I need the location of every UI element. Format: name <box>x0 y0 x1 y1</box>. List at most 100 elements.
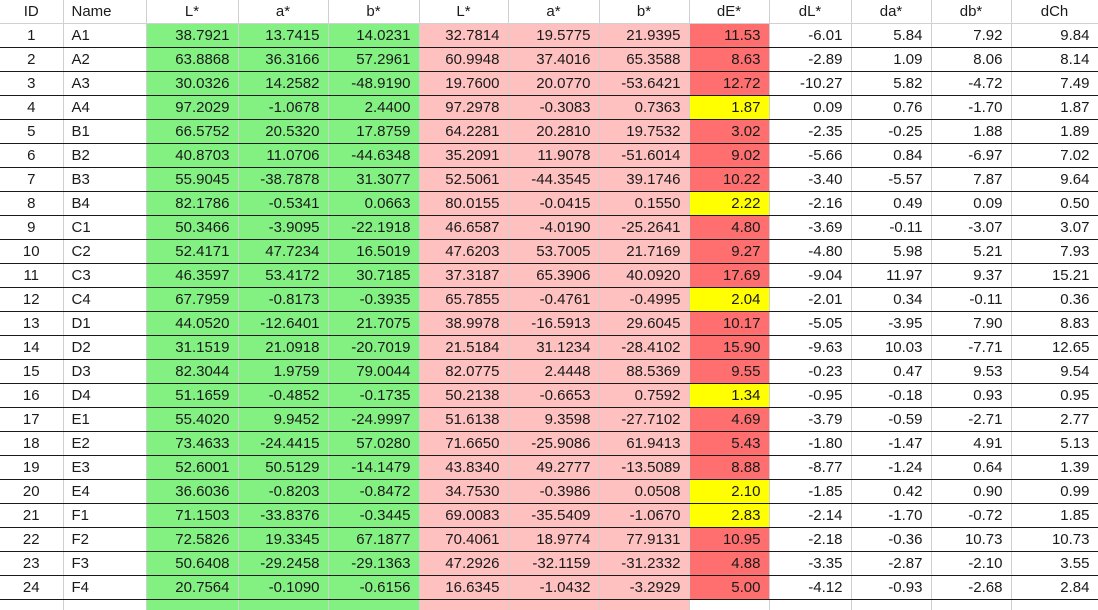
header-db[interactable]: db* <box>931 0 1011 24</box>
cell-dl[interactable]: -3.40 <box>769 168 851 192</box>
cell-dl[interactable]: -1.80 <box>769 432 851 456</box>
cell-dl[interactable]: -6.01 <box>769 24 851 48</box>
cell-sample-a[interactable]: -16.5913 <box>508 312 599 336</box>
cell-de[interactable]: 9.55 <box>689 360 769 384</box>
cell-da[interactable]: 1.09 <box>851 48 931 72</box>
cell-name[interactable]: A1 <box>63 24 146 48</box>
cell-da[interactable]: 0.34 <box>851 288 931 312</box>
cell-id[interactable]: 17 <box>0 408 63 432</box>
cell-sample-l[interactable]: 32.7814 <box>419 24 508 48</box>
cell-ref-b[interactable]: 57.0280 <box>328 432 419 456</box>
cell-ref-l[interactable]: 40.8703 <box>146 144 238 168</box>
cell-sample-b[interactable]: 0.1550 <box>599 192 689 216</box>
cell-sample-a[interactable]: 53.7005 <box>508 240 599 264</box>
cell-da[interactable]: 0.49 <box>851 192 931 216</box>
header-sample-a[interactable]: a* <box>508 0 599 24</box>
cell-dch[interactable]: 5.13 <box>1011 432 1098 456</box>
cell-ref-l[interactable]: 55.9045 <box>146 168 238 192</box>
cell-dl[interactable]: -3.79 <box>769 408 851 432</box>
cell-sample-b[interactable]: 0.0508 <box>599 480 689 504</box>
cell-ref-a[interactable]: 14.2582 <box>238 72 328 96</box>
cell-da[interactable]: 0.76 <box>851 96 931 120</box>
cell-sample-a[interactable]: 31.1234 <box>508 336 599 360</box>
cell-db[interactable]: 0.90 <box>931 480 1011 504</box>
cell-ref-a[interactable]: -0.5341 <box>238 192 328 216</box>
cell-de[interactable]: 2.10 <box>689 480 769 504</box>
cell-dch[interactable]: 9.54 <box>1011 360 1098 384</box>
cell-sample-a[interactable]: -25.9086 <box>508 432 599 456</box>
cell-ref-b[interactable]: 14.0231 <box>328 24 419 48</box>
cell-ref-l[interactable]: 55.4020 <box>146 408 238 432</box>
cell-da[interactable]: -5.57 <box>851 168 931 192</box>
header-sample-b[interactable]: b* <box>599 0 689 24</box>
cell-ref-a[interactable]: -1.0678 <box>238 96 328 120</box>
cell-db[interactable]: -6.97 <box>931 144 1011 168</box>
cell-sample-a[interactable]: -35.5409 <box>508 504 599 528</box>
cell-dch[interactable]: 2.84 <box>1011 576 1098 600</box>
cell-ref-a[interactable]: -38.7878 <box>238 168 328 192</box>
header-dl[interactable]: dL* <box>769 0 851 24</box>
cell-sample-b[interactable]: -1.0670 <box>599 504 689 528</box>
cell-name[interactable]: E2 <box>63 432 146 456</box>
cell-sample-l[interactable]: 16.6345 <box>419 576 508 600</box>
cell-sample-l[interactable]: 21.5184 <box>419 336 508 360</box>
cell-id[interactable]: 8 <box>0 192 63 216</box>
cell-sample-l[interactable]: 35.2091 <box>419 144 508 168</box>
cell-sample-a[interactable]: 20.2810 <box>508 120 599 144</box>
cell-ref-a[interactable]: -0.1090 <box>238 576 328 600</box>
header-sample-l[interactable]: L* <box>419 0 508 24</box>
cell-name[interactable]: B1 <box>63 120 146 144</box>
cell-id[interactable]: 5 <box>0 120 63 144</box>
cell-ref-b[interactable]: 79.0044 <box>328 360 419 384</box>
cell-ref-a[interactable]: 21.0918 <box>238 336 328 360</box>
cell-name[interactable]: D2 <box>63 336 146 360</box>
cell-sample-a[interactable]: 9.3598 <box>508 408 599 432</box>
cell-id[interactable]: 15 <box>0 360 63 384</box>
cell-sample-l[interactable]: 51.6138 <box>419 408 508 432</box>
cell-db[interactable]: 7.90 <box>931 312 1011 336</box>
cell-ref-l[interactable]: 97.2029 <box>146 96 238 120</box>
cell-dl[interactable]: -3.35 <box>769 552 851 576</box>
cell-dch[interactable]: 0.95 <box>1011 384 1098 408</box>
cell-de[interactable]: 4.69 <box>689 408 769 432</box>
cell-dl[interactable]: -5.66 <box>769 144 851 168</box>
cell-dch[interactable]: 7.02 <box>1011 144 1098 168</box>
cell-sample-b[interactable]: -0.4995 <box>599 288 689 312</box>
cell-dch[interactable]: 9.84 <box>1011 24 1098 48</box>
cell-sample-l[interactable]: 71.6650 <box>419 432 508 456</box>
cell-dl[interactable]: -0.95 <box>769 384 851 408</box>
cell-db[interactable]: 7.92 <box>931 24 1011 48</box>
cell-dch[interactable]: 1.87 <box>1011 96 1098 120</box>
cell-ref-b[interactable]: 0.0663 <box>328 192 419 216</box>
cell-de[interactable]: 15.90 <box>689 336 769 360</box>
cell-db[interactable]: -0.11 <box>931 288 1011 312</box>
cell-da[interactable]: 0.42 <box>851 480 931 504</box>
cell-dl[interactable]: -3.69 <box>769 216 851 240</box>
cell-sample-l[interactable]: 82.0775 <box>419 360 508 384</box>
cell-db[interactable]: 8.06 <box>931 48 1011 72</box>
cell-sample-l[interactable]: 37.3187 <box>419 264 508 288</box>
cell-id[interactable]: 4 <box>0 96 63 120</box>
cell-ref-b[interactable]: 30.7185 <box>328 264 419 288</box>
cell-sample-l[interactable]: 97.2978 <box>419 96 508 120</box>
cell-sample-a[interactable]: -0.3083 <box>508 96 599 120</box>
cell-ref-l[interactable]: 51.1659 <box>146 384 238 408</box>
cell-dl[interactable]: -2.35 <box>769 120 851 144</box>
cell-id[interactable]: 6 <box>0 144 63 168</box>
cell-ref-b[interactable]: -22.1918 <box>328 216 419 240</box>
cell-sample-a[interactable]: 18.9774 <box>508 528 599 552</box>
cell-dch[interactable]: 7.93 <box>1011 240 1098 264</box>
cell-ref-l[interactable]: 82.1786 <box>146 192 238 216</box>
cell-dl[interactable]: -5.05 <box>769 312 851 336</box>
cell-sample-b[interactable]: -3.2929 <box>599 576 689 600</box>
cell-sample-l[interactable]: 38.9978 <box>419 312 508 336</box>
cell-ref-a[interactable]: -3.9095 <box>238 216 328 240</box>
cell-ref-b[interactable]: -0.3445 <box>328 504 419 528</box>
cell-db[interactable]: 9.37 <box>931 264 1011 288</box>
cell-name[interactable]: E3 <box>63 456 146 480</box>
cell-dl[interactable]: -4.12 <box>769 576 851 600</box>
cell-sample-b[interactable]: 0.7592 <box>599 384 689 408</box>
cell-de[interactable]: 10.17 <box>689 312 769 336</box>
cell-id[interactable]: 9 <box>0 216 63 240</box>
cell-ref-a[interactable]: 53.4172 <box>238 264 328 288</box>
